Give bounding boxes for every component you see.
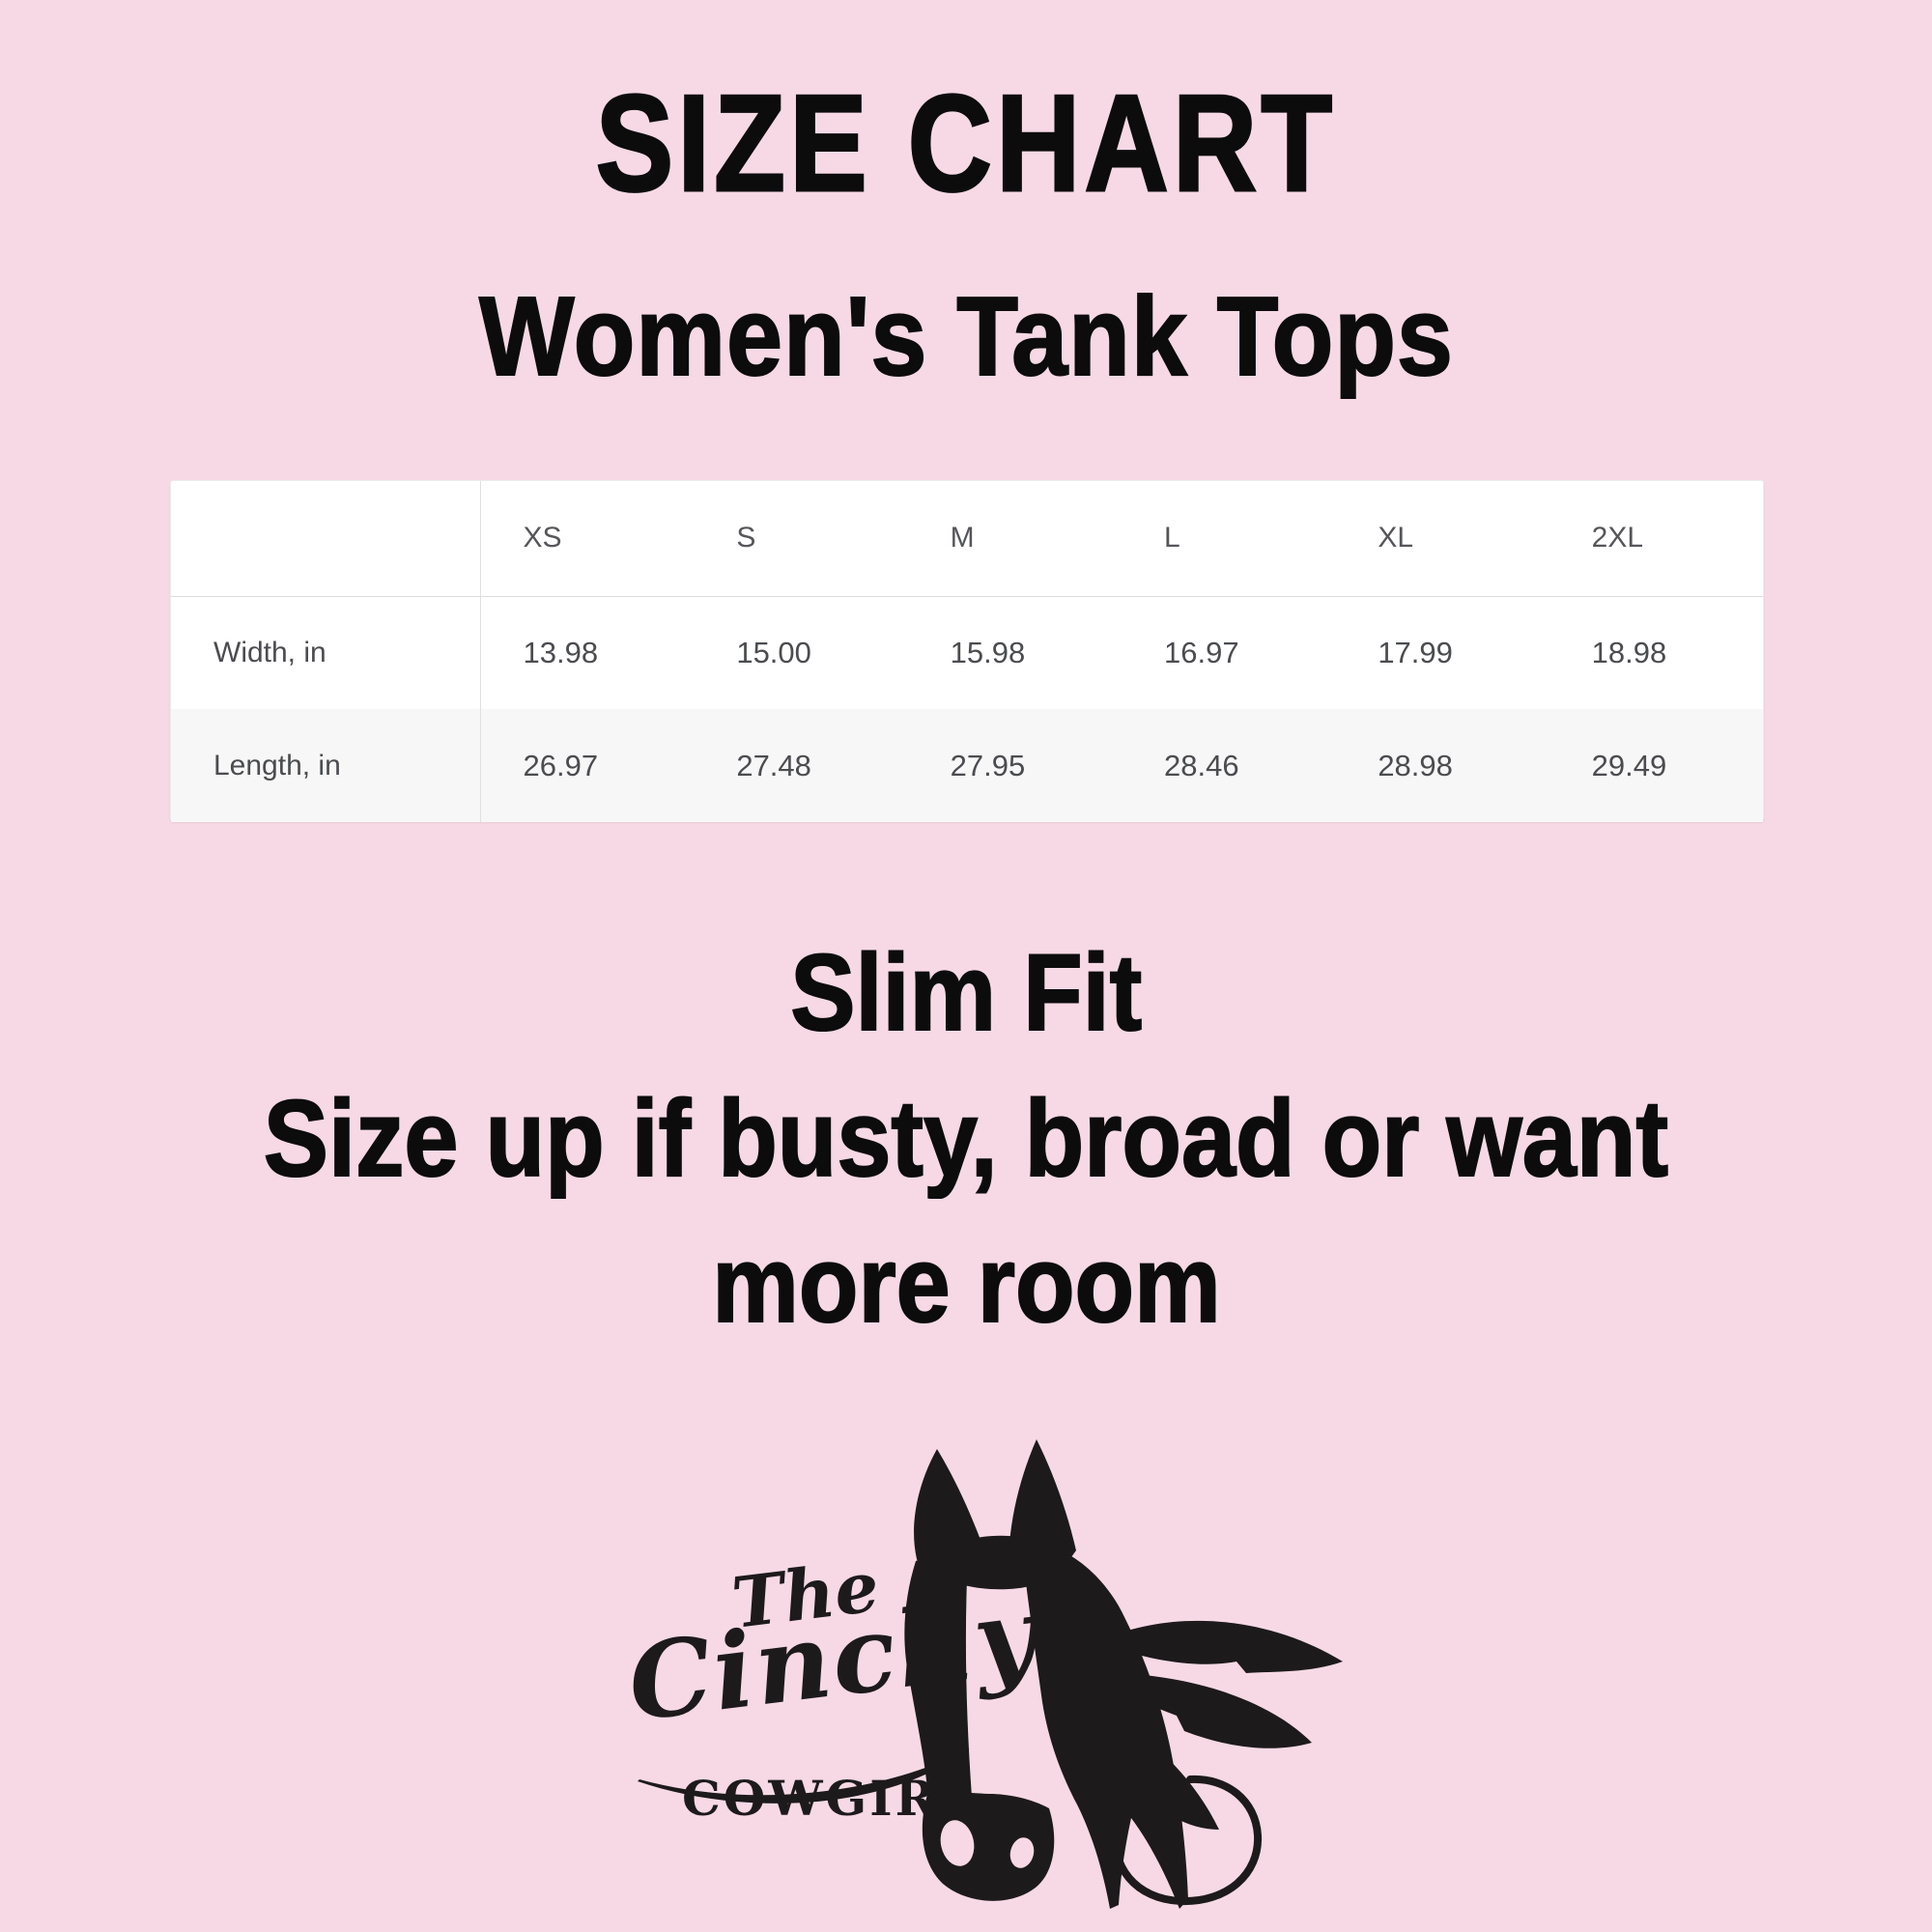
nostril-highlight (1009, 1837, 1035, 1868)
length-xl: 28.98 (1378, 748, 1453, 782)
length-2xl: 29.49 (1591, 748, 1667, 782)
column-header-2xl: 2XL (1548, 481, 1763, 597)
fit-note-line-1: Slim Fit (0, 920, 1932, 1065)
fit-note-line-3-text: more room (711, 1223, 1221, 1346)
page-title: SIZE CHART (0, 67, 1932, 220)
nostril-highlight (940, 1820, 975, 1866)
column-header-xl: XL (1335, 481, 1549, 597)
table-header-row: XS S M L XL 2XL (171, 481, 1763, 597)
table-row-width: Width, in 13.98 15.00 15.98 16.97 17.99 … (171, 596, 1763, 709)
size-chart-table: XS S M L XL 2XL Width, in 13.98 15.00 15… (171, 481, 1763, 822)
column-header-l: L (1121, 481, 1336, 597)
page-subtitle-text: Women's Tank Tops (478, 273, 1454, 399)
width-xs: 13.98 (479, 596, 695, 709)
column-header-s: S (694, 481, 908, 597)
page-subtitle: Women's Tank Tops (0, 273, 1932, 399)
cinchy-cowgirl-logo (638, 1439, 1343, 1909)
length-s: 27.48 (736, 748, 811, 782)
logo-underline-swoosh (638, 1748, 970, 1804)
row-label-length: Length, in (213, 749, 341, 781)
fit-note-line-2-text: Size up if busty, broad or want (263, 1077, 1669, 1200)
lasso-rope-icon (1082, 1762, 1263, 1906)
length-l: 28.46 (1163, 748, 1239, 782)
width-m: 15.98 (950, 635, 1026, 669)
width-xl: 17.99 (1378, 635, 1453, 669)
length-m: 27.95 (950, 748, 1026, 782)
fit-notes: Slim Fit Size up if busty, broad or want… (0, 920, 1932, 1357)
column-header-m: M (907, 481, 1122, 597)
size-table-card: XS S M L XL 2XL Width, in 13.98 15.00 15… (170, 480, 1764, 822)
row-label-width: Width, in (213, 636, 327, 668)
width-2xl: 18.98 (1591, 635, 1667, 669)
feather-icon (1087, 1620, 1343, 1830)
fit-note-line-2: Size up if busty, broad or want (0, 1065, 1932, 1211)
length-xs: 26.97 (479, 709, 695, 822)
width-s: 15.00 (736, 635, 811, 669)
page-title-text: SIZE CHART (594, 67, 1337, 220)
logo-word-cowgirl: COWGIRL (682, 1770, 976, 1827)
table-row-length: Length, in 26.97 27.48 27.95 28.46 28.98… (171, 709, 1763, 822)
horse-head-with-feather-icon (638, 1439, 1343, 1909)
fit-note-line-1-text: Slim Fit (789, 931, 1143, 1054)
column-header-xs: XS (479, 481, 695, 597)
table-corner-cell (171, 481, 480, 597)
fit-note-line-3: more room (0, 1211, 1932, 1357)
width-l: 16.97 (1163, 635, 1239, 669)
